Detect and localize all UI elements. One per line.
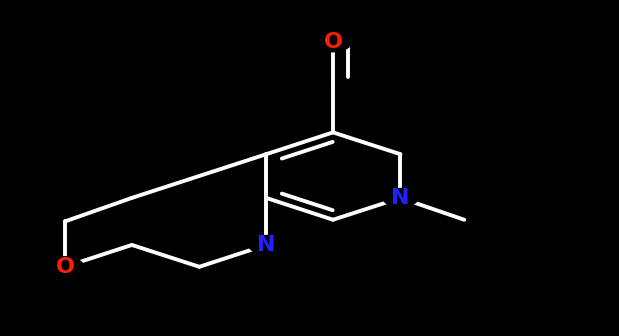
Text: N: N [257,235,275,255]
Text: O: O [56,257,74,277]
Circle shape [249,236,284,254]
Circle shape [314,32,352,52]
Text: O: O [324,32,342,52]
Text: N: N [391,188,410,208]
Circle shape [46,257,84,277]
Circle shape [383,188,418,207]
